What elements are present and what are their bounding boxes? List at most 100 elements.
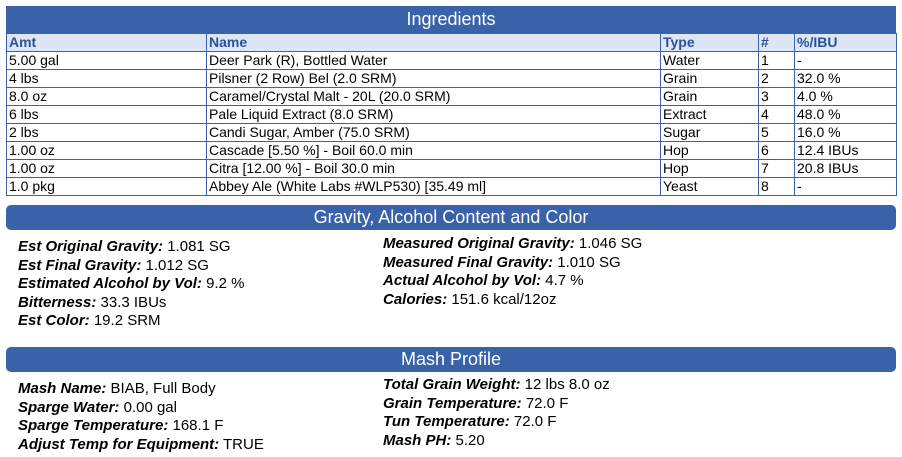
table-cell: Pilsner (2 Row) Bel (2.0 SRM): [206, 69, 661, 88]
field-value: 1.046 SG: [578, 235, 643, 252]
table-cell: Grain: [660, 87, 759, 106]
table-cell: Cascade [5.50 %] - Boil 60.0 min: [206, 141, 661, 160]
field-row: Bitterness: 33.3 IBUs: [18, 294, 244, 313]
table-cell: Candi Sugar, Amber (75.0 SRM): [206, 123, 661, 142]
field-value: BIAB, Full Body: [110, 380, 216, 397]
table-cell: 12.4 IBUs: [794, 141, 897, 160]
field-label: Bitterness:: [18, 293, 97, 311]
table-cell: 1.00 oz: [6, 141, 207, 160]
table-cell: Pale Liquid Extract (8.0 SRM): [206, 105, 661, 124]
field-row: Grain Temperature: 72.0 F: [383, 395, 610, 414]
field-row: Sparge Temperature: 168.1 F: [18, 417, 264, 436]
table-cell: 6: [758, 141, 795, 160]
column-header: Amt: [6, 33, 207, 52]
field-label: Est Final Gravity:: [18, 256, 142, 274]
table-cell: 1.00 oz: [6, 159, 207, 178]
field-value: 1.081 SG: [167, 238, 231, 255]
table-cell: 3: [758, 87, 795, 106]
table-cell: Hop: [660, 141, 759, 160]
table-cell: Hop: [660, 159, 759, 178]
table-cell: 6 lbs: [6, 105, 207, 124]
field-value: 9.2 %: [206, 275, 245, 293]
table-cell: 4 lbs: [6, 69, 207, 88]
table-cell: Caramel/Crystal Malt - 20L (20.0 SRM): [206, 87, 661, 106]
field-row: Measured Final Gravity: 1.010 SG: [383, 254, 642, 273]
field-row: Adjust Temp for Equipment: TRUE: [18, 436, 264, 455]
section-header: Mash Profile: [6, 347, 896, 372]
table-cell: Abbey Ale (White Labs #WLP530) [35.49 ml…: [206, 177, 661, 196]
field-label: Est Color:: [18, 312, 90, 330]
field-value: 72.0 F: [513, 413, 557, 431]
table-row: 4 lbs Pilsner (2 Row) Bel (2.0 SRM) Grain 2…: [6, 69, 897, 88]
field-value: TRUE: [223, 435, 264, 453]
column-header: Type: [660, 33, 759, 52]
field-column: Mash Name: BIAB, Full Body Sparge Water: …: [18, 380, 264, 454]
ingredients-table: Amt Name Type # %/IBU 5.00 gal Deer Park (R),…: [6, 33, 897, 196]
table-row: 1.00 oz Citra [12.00 %] - Boil 30.0 min Ho…: [6, 159, 897, 178]
table-cell: 8: [758, 177, 795, 196]
field-value: 1.010 SG: [557, 253, 621, 271]
field-label: Measured Original Gravity:: [383, 235, 575, 252]
table-row: 2 lbs Candi Sugar, Amber (75.0 SRM) Sugar 5…: [6, 123, 897, 142]
table-cell: 32.0 %: [794, 69, 897, 88]
table-cell: 1: [758, 51, 795, 70]
field-label: Grain Temperature:: [383, 394, 522, 412]
field-value: 19.2 SRM: [93, 312, 161, 330]
field-row: Estimated Alcohol by Vol: 9.2 %: [18, 275, 244, 294]
field-value: 168.1 F: [172, 417, 224, 435]
field-label: Sparge Water:: [18, 398, 120, 416]
table-cell: -: [794, 51, 897, 70]
table-cell: 5: [758, 123, 795, 142]
table-cell: Sugar: [660, 123, 759, 142]
field-row: Actual Alcohol by Vol: 4.7 %: [383, 272, 642, 291]
table-cell: 2: [758, 69, 795, 88]
field-label: Calories:: [383, 290, 448, 308]
table-cell: Water: [660, 51, 759, 70]
column-header: Name: [206, 33, 661, 52]
field-label: Total Grain Weight:: [383, 376, 521, 393]
column-header: %/IBU: [794, 33, 897, 52]
table-cell: 7: [758, 159, 795, 178]
table-cell: Yeast: [660, 177, 759, 196]
field-row: Mash Name: BIAB, Full Body: [18, 380, 264, 399]
field-row: Tun Temperature: 72.0 F: [383, 413, 610, 432]
field-row: Est Color: 19.2 SRM: [18, 312, 244, 331]
field-label: Sparge Temperature:: [18, 417, 169, 435]
table-cell: 1.0 pkg: [6, 177, 207, 196]
table-cell: 16.0 %: [794, 123, 897, 142]
table-cell: Deer Park (R), Bottled Water: [206, 51, 661, 70]
field-row: Sparge Water: 0.00 gal: [18, 399, 264, 418]
table-cell: Grain: [660, 69, 759, 88]
table-cell: 4: [758, 105, 795, 124]
field-row: Est Final Gravity: 1.012 SG: [18, 257, 244, 276]
field-value: 72.0 F: [525, 394, 569, 412]
table-row: 6 lbs Pale Liquid Extract (8.0 SRM) Extrac…: [6, 105, 897, 124]
field-label: Tun Temperature:: [383, 413, 510, 431]
field-label: Mash PH:: [383, 431, 452, 449]
field-label: Mash Name:: [18, 380, 107, 397]
table-cell: Citra [12.00 %] - Boil 30.0 min: [206, 159, 661, 178]
field-value: 33.3 IBUs: [100, 293, 167, 311]
table-cell: -: [794, 177, 897, 196]
field-label: Measured Final Gravity:: [383, 253, 554, 271]
field-column: Est Original Gravity: 1.081 SG Est Final …: [18, 238, 244, 331]
field-value: 4.7 %: [545, 272, 584, 290]
field-row: Calories: 151.6 kcal/12oz: [383, 291, 642, 310]
table-cell: 20.8 IBUs: [794, 159, 897, 178]
table-cell: 5.00 gal: [6, 51, 207, 70]
table-cell: 4.0 %: [794, 87, 897, 106]
field-column: Measured Original Gravity: 1.046 SG Measu…: [383, 235, 642, 309]
table-row: 8.0 oz Caramel/Crystal Malt - 20L (20.0 S…: [6, 87, 897, 106]
field-value: 151.6 kcal/12oz: [451, 290, 557, 308]
table-row: 1.00 oz Cascade [5.50 %] - Boil 60.0 min H…: [6, 141, 897, 160]
table-cell: 2 lbs: [6, 123, 207, 142]
table-cell: 8.0 oz: [6, 87, 207, 106]
field-row: Measured Original Gravity: 1.046 SG: [383, 235, 642, 254]
field-column: Total Grain Weight: 12 lbs 8.0 oz Grain T…: [383, 376, 610, 450]
field-row: Total Grain Weight: 12 lbs 8.0 oz: [383, 376, 610, 395]
field-label: Estimated Alcohol by Vol:: [18, 275, 202, 293]
field-label: Actual Alcohol by Vol:: [383, 272, 542, 290]
field-label: Est Original Gravity:: [18, 238, 164, 255]
field-value: 5.20: [455, 431, 485, 449]
